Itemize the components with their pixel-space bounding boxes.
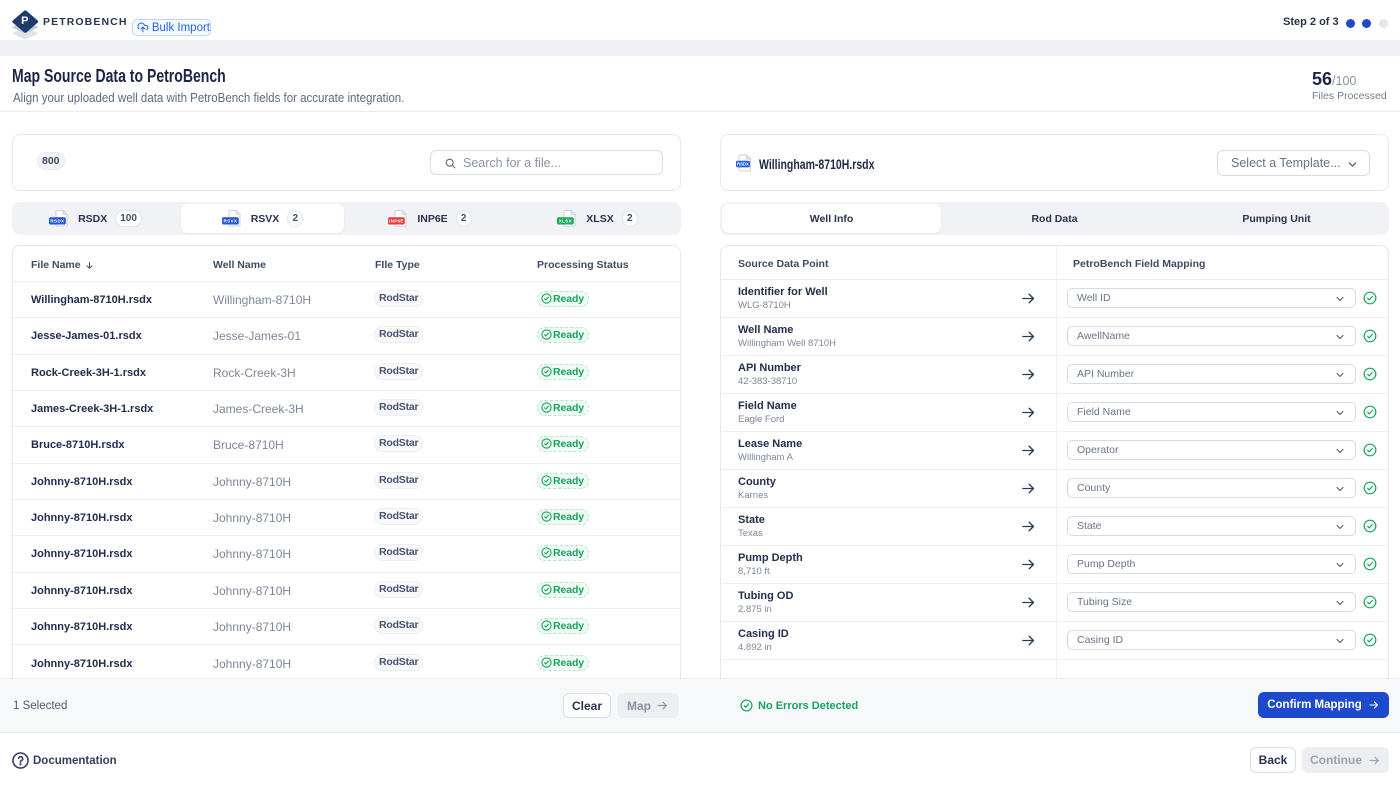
- svg-text:RSDX: RSDX: [50, 219, 65, 224]
- svg-text:RSDX: RSDX: [737, 162, 749, 167]
- svg-text:INP6E: INP6E: [389, 219, 404, 224]
- svg-text:RSVX: RSVX: [223, 219, 237, 224]
- svg-text:XLSX: XLSX: [559, 219, 573, 224]
